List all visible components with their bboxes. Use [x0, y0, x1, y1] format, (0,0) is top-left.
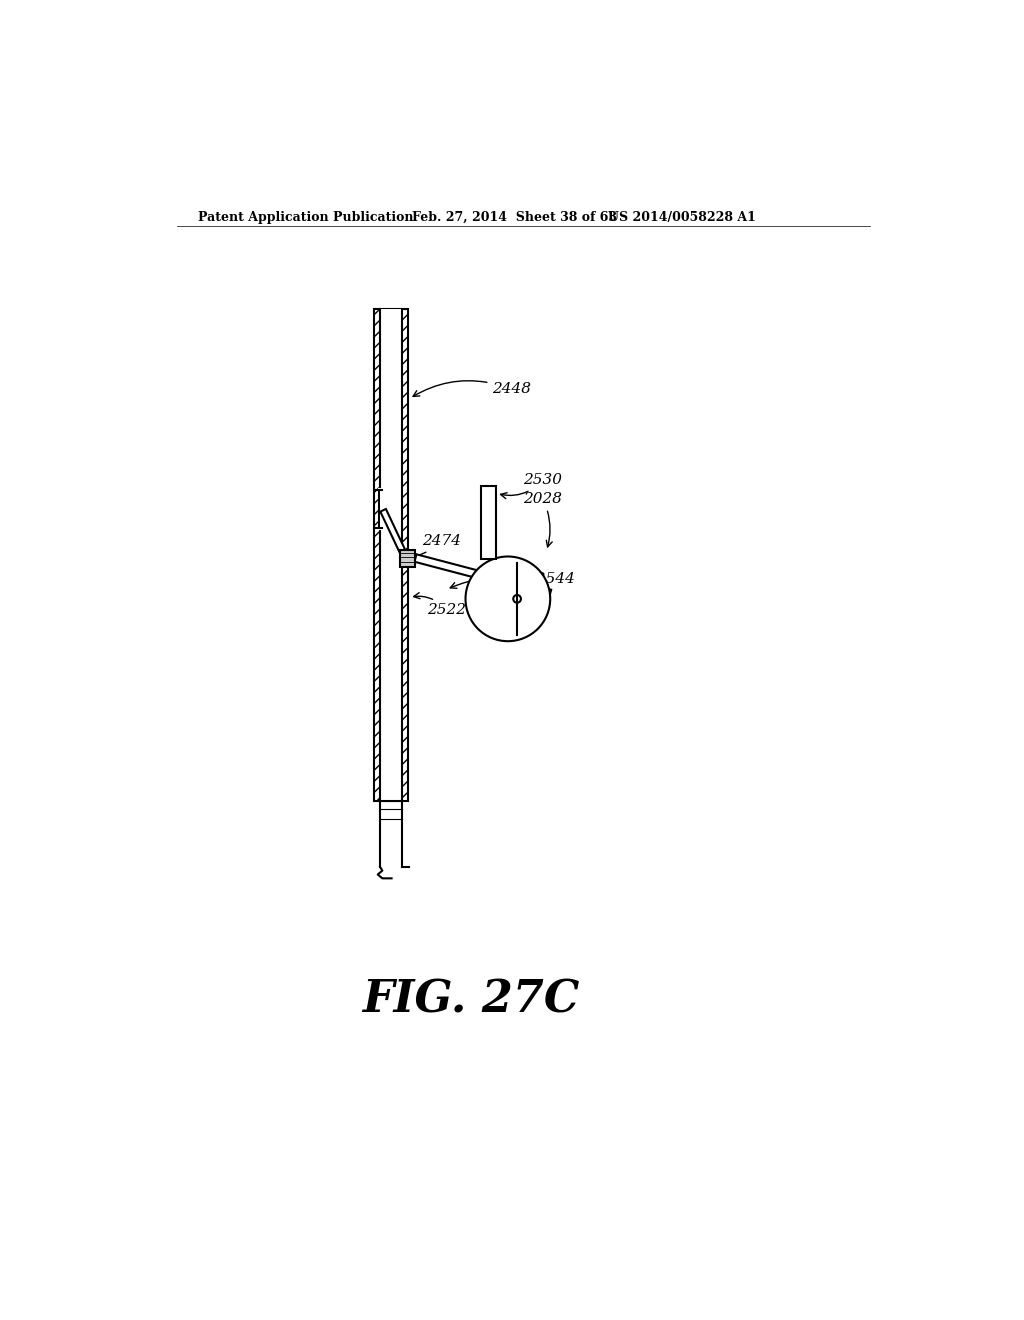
Text: 2530: 2530 — [501, 474, 562, 499]
Text: 2474: 2474 — [406, 535, 461, 561]
Polygon shape — [415, 554, 551, 597]
Polygon shape — [380, 510, 406, 552]
Text: 2028: 2028 — [523, 492, 562, 546]
Polygon shape — [380, 309, 401, 801]
Text: 2542,2544: 2542,2544 — [451, 572, 575, 589]
Polygon shape — [400, 549, 416, 566]
Polygon shape — [481, 486, 497, 558]
Text: US 2014/0058228 A1: US 2014/0058228 A1 — [608, 211, 756, 224]
Text: FIG. 27C: FIG. 27C — [361, 978, 579, 1022]
Text: 2448: 2448 — [413, 380, 531, 396]
Text: 2522: 2522 — [414, 593, 466, 618]
Polygon shape — [374, 309, 408, 801]
Text: Feb. 27, 2014  Sheet 38 of 63: Feb. 27, 2014 Sheet 38 of 63 — [412, 211, 616, 224]
Text: Patent Application Publication: Patent Application Publication — [199, 211, 414, 224]
Circle shape — [466, 557, 550, 642]
